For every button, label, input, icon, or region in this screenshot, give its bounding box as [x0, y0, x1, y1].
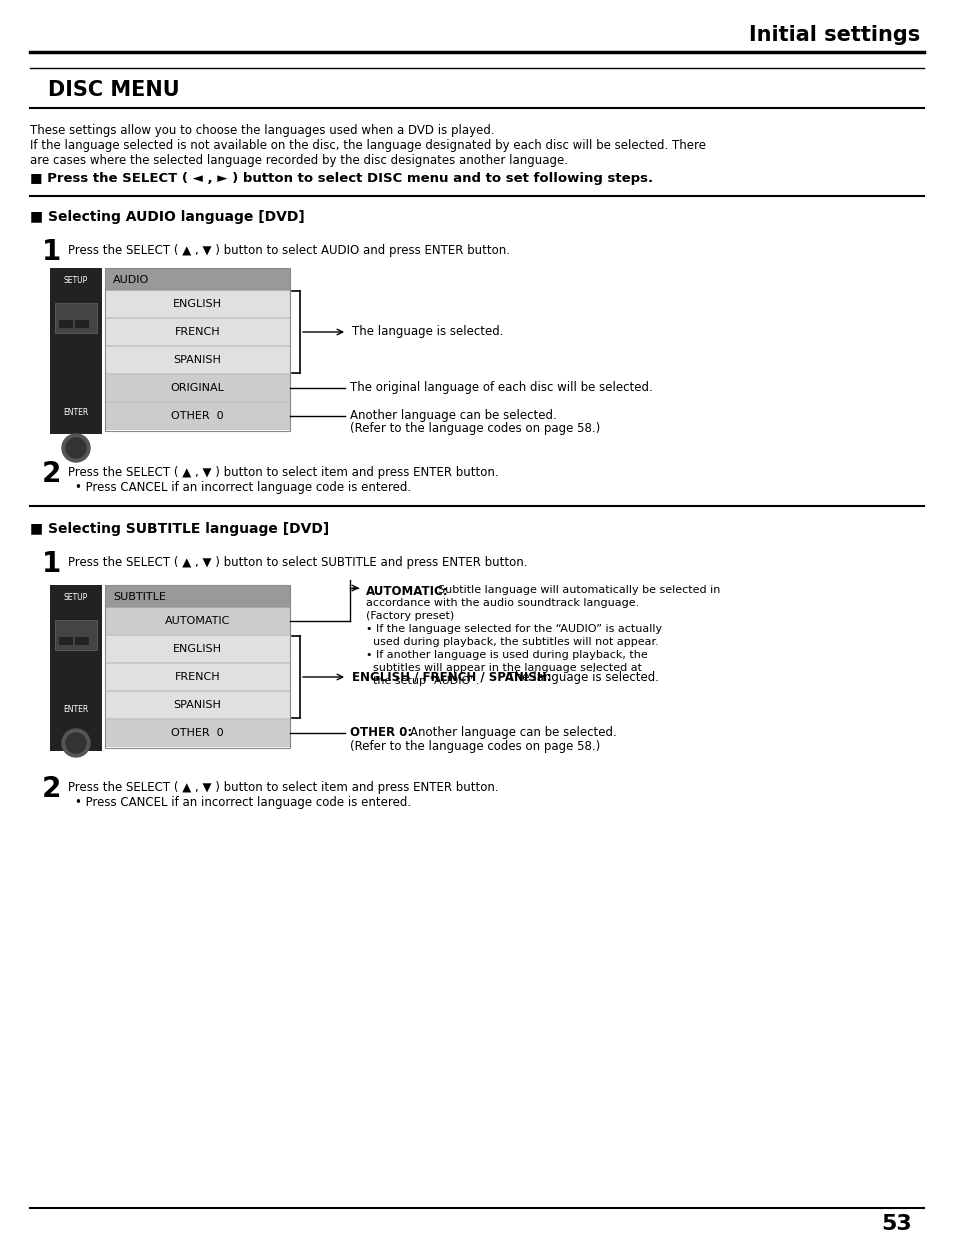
Text: accordance with the audio soundtrack language.: accordance with the audio soundtrack lan… [366, 598, 639, 608]
Text: • If the language selected for the “AUDIO” is actually: • If the language selected for the “AUDI… [366, 624, 661, 634]
Bar [105, 606, 290, 634]
Bar [50, 585, 102, 751]
Text: FRENCH: FRENCH [174, 672, 220, 682]
Text: OTHER 0:: OTHER 0: [350, 726, 412, 739]
Bar [59, 637, 73, 645]
Circle shape [62, 433, 90, 462]
Text: the setup “AUDIO”.: the setup “AUDIO”. [366, 676, 478, 685]
Text: SETUP: SETUP [64, 593, 88, 601]
Text: If the language selected is not available on the disc, the language designated b: If the language selected is not availabl… [30, 140, 705, 152]
Circle shape [66, 438, 86, 458]
Text: The original language of each disc will be selected.: The original language of each disc will … [350, 382, 652, 394]
Bar [105, 663, 290, 690]
Bar [105, 719, 290, 746]
Text: 2: 2 [42, 776, 61, 803]
Text: (Refer to the language codes on page 58.): (Refer to the language codes on page 58.… [350, 422, 599, 435]
Text: ENTER: ENTER [63, 408, 89, 417]
Text: SETUP: SETUP [64, 275, 88, 285]
Text: RETURN: RETURN [62, 760, 91, 766]
Bar [105, 290, 290, 317]
Text: The language is selected.: The language is selected. [352, 326, 503, 338]
Bar [105, 374, 290, 401]
Text: Press the SELECT ( ▲ , ▼ ) button to select SUBTITLE and press ENTER button.: Press the SELECT ( ▲ , ▼ ) button to sel… [68, 556, 527, 569]
Text: • If another language is used during playback, the: • If another language is used during pla… [366, 650, 647, 659]
Text: SPANISH: SPANISH [173, 700, 221, 710]
Text: ENGLISH: ENGLISH [172, 643, 222, 655]
Bar [105, 317, 290, 345]
Text: Press the SELECT ( ▲ , ▼ ) button to select AUDIO and press ENTER button.: Press the SELECT ( ▲ , ▼ ) button to sel… [68, 245, 510, 257]
Text: OTHER  0: OTHER 0 [171, 411, 224, 421]
Bar [105, 268, 290, 290]
Text: ■ Selecting SUBTITLE language [DVD]: ■ Selecting SUBTITLE language [DVD] [30, 522, 329, 536]
Bar [55, 620, 97, 650]
Text: SPANISH: SPANISH [173, 354, 221, 366]
Bar [75, 320, 89, 329]
Text: These settings allow you to choose the languages used when a DVD is played.: These settings allow you to choose the l… [30, 124, 494, 137]
Text: Another language can be selected.: Another language can be selected. [350, 409, 557, 422]
Circle shape [66, 734, 86, 753]
Bar [105, 635, 290, 662]
Text: subtitles will appear in the language selected at: subtitles will appear in the language se… [366, 663, 641, 673]
Text: used during playback, the subtitles will not appear.: used during playback, the subtitles will… [366, 637, 659, 647]
Text: AUTOMATIC: AUTOMATIC [165, 616, 230, 626]
Text: Subtitle language will automatically be selected in: Subtitle language will automatically be … [437, 585, 720, 595]
Text: ORIGINAL: ORIGINAL [171, 383, 224, 393]
Bar [59, 320, 73, 329]
Bar [105, 692, 290, 718]
Text: ENGLISH / FRENCH / SPANISH:: ENGLISH / FRENCH / SPANISH: [352, 671, 551, 683]
Bar [105, 346, 290, 373]
Text: 1: 1 [42, 238, 61, 266]
Bar [105, 403, 290, 429]
Text: are cases where the selected language recorded by the disc designates another la: are cases where the selected language re… [30, 154, 567, 167]
Text: (Factory preset): (Factory preset) [366, 611, 454, 621]
Text: AUDIO: AUDIO [112, 275, 149, 285]
Bar [50, 268, 102, 433]
Text: Press the SELECT ( ▲ , ▼ ) button to select item and press ENTER button.: Press the SELECT ( ▲ , ▼ ) button to sel… [68, 466, 498, 479]
Text: DISC MENU: DISC MENU [48, 80, 179, 100]
Text: SUBTITLE: SUBTITLE [112, 592, 166, 601]
Text: ■ Selecting AUDIO language [DVD]: ■ Selecting AUDIO language [DVD] [30, 210, 304, 224]
Text: OTHER  0: OTHER 0 [171, 727, 224, 739]
Text: The language is selected.: The language is selected. [499, 671, 659, 683]
Bar [105, 585, 290, 748]
Bar [105, 585, 290, 606]
Text: Initial settings: Initial settings [748, 25, 919, 44]
Text: Press the SELECT ( ▲ , ▼ ) button to select item and press ENTER button.: Press the SELECT ( ▲ , ▼ ) button to sel… [68, 781, 498, 794]
Text: RETURN: RETURN [62, 466, 91, 472]
Text: • Press CANCEL if an incorrect language code is entered.: • Press CANCEL if an incorrect language … [75, 797, 411, 809]
Text: AUTOMATIC:: AUTOMATIC: [366, 585, 448, 598]
Text: ENGLISH: ENGLISH [172, 299, 222, 309]
Bar [105, 268, 290, 431]
Text: ENTER: ENTER [63, 705, 89, 714]
Bar [55, 303, 97, 333]
Text: (Refer to the language codes on page 58.): (Refer to the language codes on page 58.… [350, 740, 599, 753]
Text: 1: 1 [42, 550, 61, 578]
Circle shape [62, 729, 90, 757]
Text: • Press CANCEL if an incorrect language code is entered.: • Press CANCEL if an incorrect language … [75, 480, 411, 494]
Text: ■ Press the SELECT ( ◄ , ► ) button to select DISC menu and to set following ste: ■ Press the SELECT ( ◄ , ► ) button to s… [30, 172, 653, 185]
Bar [75, 637, 89, 645]
Text: 53: 53 [881, 1214, 911, 1234]
Text: 2: 2 [42, 459, 61, 488]
Text: FRENCH: FRENCH [174, 327, 220, 337]
Text: Another language can be selected.: Another language can be selected. [410, 726, 616, 739]
